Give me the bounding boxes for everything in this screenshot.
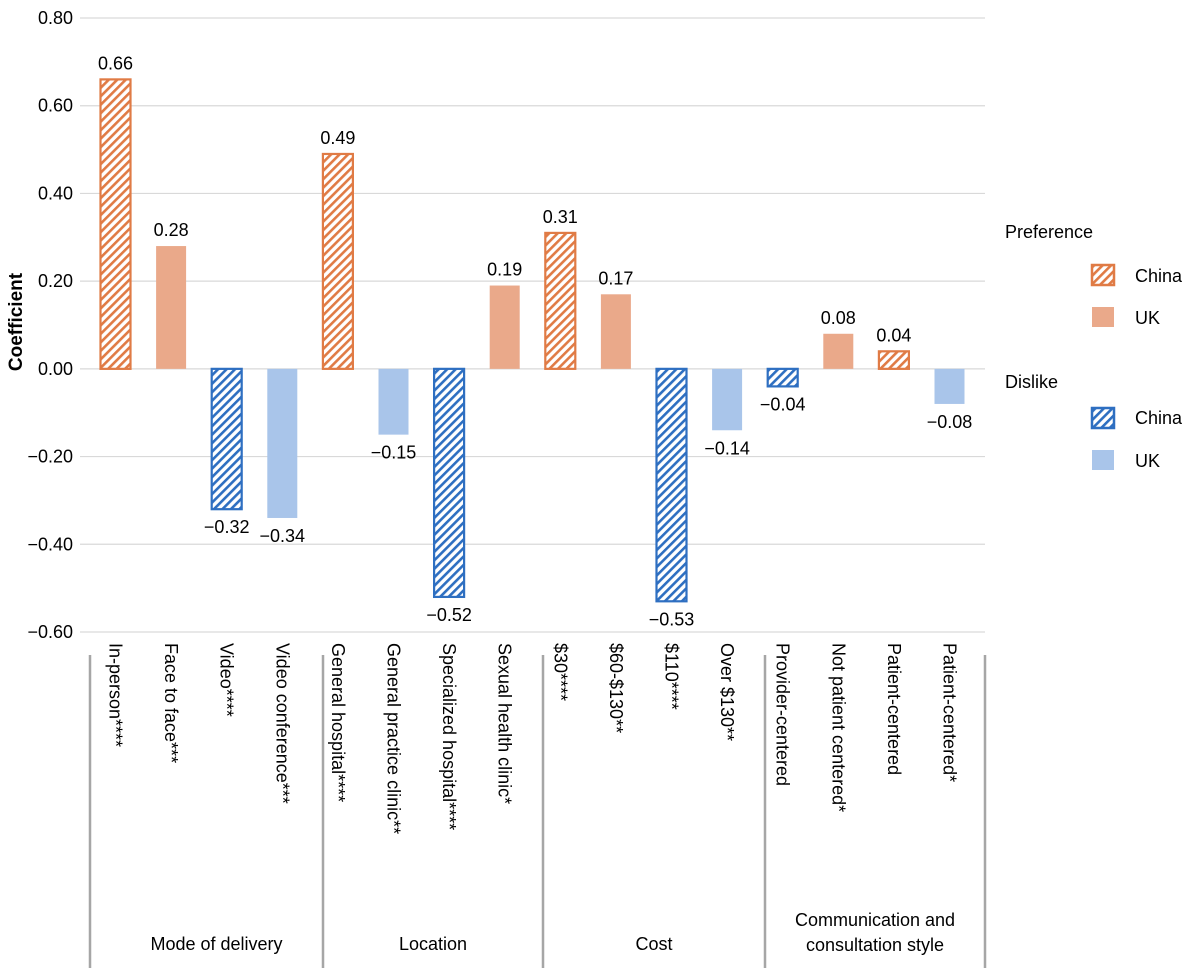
category-label: Patient-centered <box>884 643 904 775</box>
data-label: −0.14 <box>704 438 750 458</box>
y-tick-label: 0.00 <box>38 359 73 379</box>
group-separators <box>88 655 987 968</box>
data-label: −0.04 <box>760 394 806 414</box>
data-label: −0.32 <box>204 517 250 537</box>
category-label: Provider-centered <box>773 643 793 786</box>
category-label: $30**** <box>550 643 570 701</box>
data-labels: 0.66 0.28 −0.32 −0.34 0.49 −0.15 −0.52 0.19 0.31… <box>98 53 972 629</box>
group-labels: Mode of delivery Location Cost Communicatio… <box>150 910 955 955</box>
y-tick-label: −0.60 <box>27 622 73 642</box>
bar-patient-centered <box>934 368 965 404</box>
data-label: −0.53 <box>649 609 695 629</box>
bars <box>99 78 965 603</box>
y-tick-label: −0.40 <box>27 534 73 554</box>
bar-general-hospital <box>321 152 354 370</box>
y-tick-label: 0.80 <box>38 8 73 28</box>
legend-label-uk-dislike: UK <box>1135 451 1160 471</box>
data-label: 0.17 <box>598 268 633 288</box>
category-label: Video conference*** <box>272 643 292 804</box>
legend-swatch-china-dislike <box>1090 406 1116 430</box>
y-tick-label: 0.60 <box>38 96 73 116</box>
category-label: Sexual health clinic* <box>495 643 515 804</box>
legend-label-china-preference: China <box>1135 266 1183 286</box>
legend-preference-title: Preference <box>1005 222 1093 242</box>
y-axis-label: Coefficient <box>6 272 27 371</box>
y-tick-label: 0.20 <box>38 271 73 291</box>
bar-sexual-health-clinic <box>489 285 520 369</box>
group-label: Cost <box>635 934 672 954</box>
bar-specialized-hospital <box>433 367 466 599</box>
group-label: Communication and <box>795 910 955 930</box>
bar-over-130 <box>712 368 743 431</box>
category-label: Face to face*** <box>161 643 181 763</box>
bar-face-to-face <box>156 246 187 369</box>
y-tick-label: 0.40 <box>38 183 73 203</box>
data-label: 0.49 <box>320 128 355 148</box>
legend-swatch-china-preference <box>1090 263 1116 287</box>
legend-label-china-dislike: China <box>1135 408 1183 428</box>
category-label: $60-$130** <box>606 643 626 733</box>
bar-110 <box>655 367 688 603</box>
data-label: −0.08 <box>927 412 973 432</box>
category-label: General practice clinic** <box>384 643 404 834</box>
bar-60-130 <box>600 294 631 369</box>
bar-provider-centered <box>766 367 799 388</box>
data-label: 0.66 <box>98 53 133 73</box>
category-label: Not patient centered* <box>828 643 848 812</box>
data-label: 0.31 <box>543 207 578 227</box>
category-label: $110**** <box>662 643 682 710</box>
bar-patient-centered <box>877 350 911 370</box>
data-label: 0.04 <box>876 325 911 345</box>
category-label: Patient-centered* <box>940 643 960 782</box>
legend-label-uk-preference: UK <box>1135 308 1160 328</box>
legend-swatch-uk-preference <box>1092 307 1114 327</box>
legend: Preference China UK Dislike China UK <box>1005 222 1183 471</box>
bar-video <box>210 367 243 511</box>
data-label: −0.52 <box>426 605 472 625</box>
category-label: Specialized hospital**** <box>439 643 459 830</box>
data-label: 0.08 <box>821 308 856 328</box>
legend-swatch-uk-dislike <box>1092 450 1114 470</box>
legend-dislike-title: Dislike <box>1005 372 1058 392</box>
data-label: −0.34 <box>260 526 306 546</box>
bar-30 <box>544 231 577 370</box>
y-axis-ticks: 0.80 0.60 0.40 0.20 0.00 −0.20 −0.40 −0.60 <box>27 8 73 642</box>
group-label: Location <box>399 934 467 954</box>
category-label: In-person**** <box>106 643 126 747</box>
data-label: 0.19 <box>487 260 522 280</box>
category-labels: In-person**** Face to face*** Video**** Vid… <box>106 643 960 834</box>
y-tick-label: −0.20 <box>27 447 73 467</box>
category-label: General hospital**** <box>328 643 348 802</box>
bar-in-person <box>99 78 132 370</box>
bar-general-practice-clinic <box>378 368 409 435</box>
category-label: Over $130** <box>717 643 737 741</box>
category-label: Video**** <box>217 643 237 717</box>
group-label: consultation style <box>806 935 944 955</box>
data-label: 0.28 <box>154 220 189 240</box>
data-label: −0.15 <box>371 443 417 463</box>
bar-not-patient-centered <box>823 333 854 369</box>
group-label: Mode of delivery <box>150 934 282 954</box>
bar-video-conference <box>267 368 298 518</box>
